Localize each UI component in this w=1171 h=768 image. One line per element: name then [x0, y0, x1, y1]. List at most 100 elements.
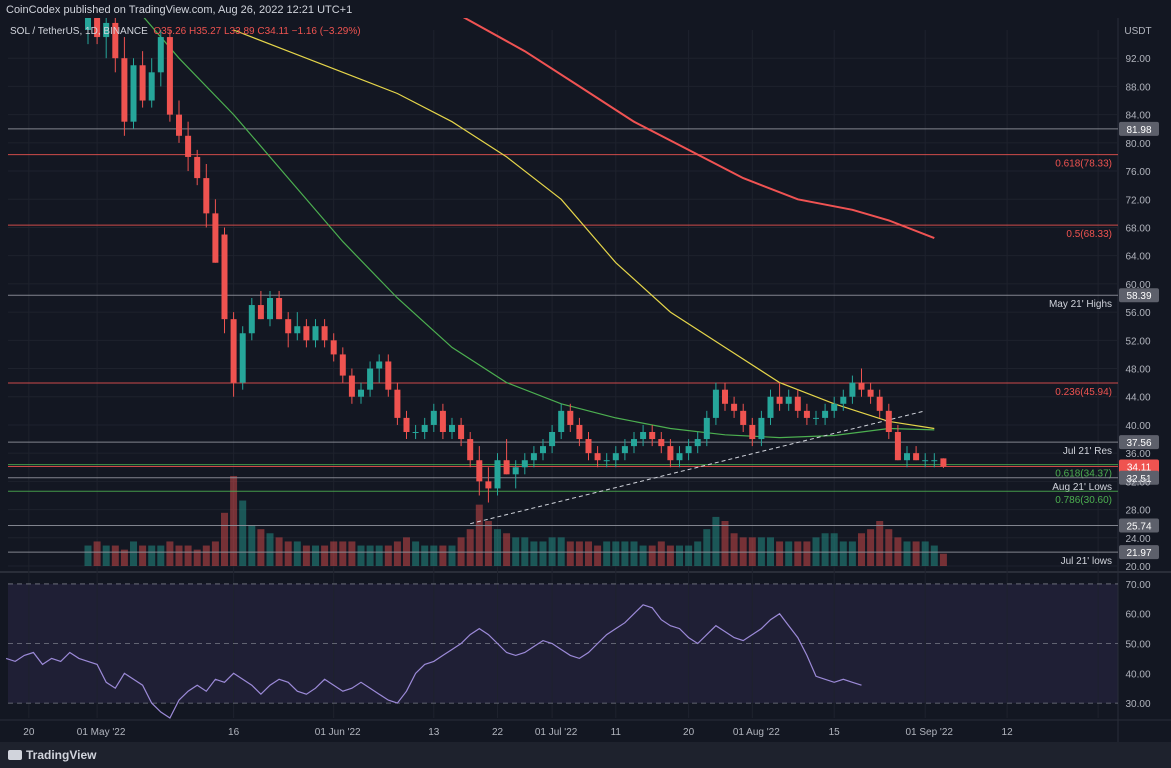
- volume-bar: [330, 541, 338, 566]
- rsi-tick: 50.00: [1125, 640, 1150, 651]
- candle-body: [867, 389, 874, 397]
- candle-body: [203, 178, 210, 214]
- level-tag: 37.56: [1126, 438, 1151, 449]
- candles: [85, 18, 947, 503]
- candle-body: [385, 361, 392, 390]
- volume-bar: [93, 541, 101, 566]
- tradingview-brand[interactable]: TradingView: [8, 748, 96, 762]
- volume-bar: [293, 541, 301, 566]
- candle-body: [166, 37, 173, 115]
- volume-bar: [430, 545, 438, 566]
- candle-body: [621, 446, 628, 454]
- volume-bar: [575, 541, 583, 566]
- volume-bar: [475, 504, 483, 566]
- price-tick: 20.00: [1125, 562, 1150, 573]
- volume-bar: [221, 512, 228, 566]
- volume-bar: [730, 533, 738, 566]
- volume-bar: [685, 545, 693, 566]
- candle-body: [703, 417, 710, 440]
- axes: USDT 20.00 24.00 28.00 32.00 36.00 40.00 44.00 4…: [23, 26, 1151, 738]
- volume-bar: [375, 545, 383, 566]
- volume-bar: [193, 549, 201, 566]
- moving-average-line: [462, 18, 935, 240]
- time-tick: 22: [492, 727, 504, 738]
- candle-body: [503, 460, 510, 475]
- candle-body: [540, 446, 546, 454]
- candle-body: [512, 467, 519, 475]
- candle-body: [285, 319, 292, 334]
- candle-body: [658, 439, 665, 447]
- candle-body: [421, 424, 428, 432]
- candle-body: [103, 22, 110, 38]
- volume-bar: [657, 541, 665, 566]
- candle-body: [412, 432, 419, 433]
- candle-body: [885, 410, 892, 432]
- candle-body: [276, 298, 283, 320]
- volume-bar: [703, 529, 711, 566]
- volume-bar: [321, 545, 329, 566]
- volume-bar: [630, 541, 638, 566]
- candle-body: [813, 417, 819, 419]
- candle-body: [822, 410, 829, 418]
- rsi-line: [5, 604, 862, 719]
- candle-body: [239, 333, 246, 383]
- candle-body: [631, 439, 637, 447]
- candle-body: [922, 460, 929, 462]
- price-tick: 48.00: [1125, 365, 1150, 376]
- time-tick: 15: [829, 727, 841, 738]
- volume-bar: [566, 541, 574, 566]
- volume-bar: [484, 521, 492, 566]
- candle-body: [876, 396, 883, 411]
- footer-bar: TradingView: [0, 742, 1171, 768]
- volume-bar: [867, 529, 875, 566]
- volume-bar: [721, 521, 729, 566]
- candle-body: [594, 453, 601, 461]
- volume-bar: [776, 541, 784, 566]
- level-tag: 81.98: [1126, 125, 1151, 136]
- volume-bar: [184, 545, 192, 566]
- candle-body: [831, 403, 838, 411]
- candle-body: [330, 340, 337, 355]
- candle-body: [603, 460, 610, 462]
- volume-bar: [885, 529, 893, 566]
- volume-bar: [639, 545, 647, 566]
- chart-svg[interactable]: 81.98 0.618(78.33) 0.5(68.33) May 21' Highs…: [0, 18, 1171, 742]
- volume-bar: [175, 545, 183, 566]
- symbol-label: SOL / TetherUS, 1D, BINANCE: [10, 26, 148, 37]
- moving-average-line: [143, 18, 935, 439]
- time-tick: 01 Jun '22: [315, 727, 361, 738]
- price-tick: 60.00: [1125, 280, 1150, 291]
- candle-body: [558, 410, 565, 432]
- price-tick: 76.00: [1125, 167, 1150, 178]
- candle-body: [530, 453, 537, 461]
- volume-bar: [348, 541, 356, 566]
- rsi-tick: 30.00: [1125, 699, 1150, 710]
- volume-bar: [494, 529, 501, 566]
- volume-bar: [248, 525, 256, 566]
- volume-bar: [166, 541, 174, 566]
- candle-body: [894, 432, 901, 461]
- level-label: Jul 21' Res: [1063, 446, 1112, 457]
- price-tick: 36.00: [1125, 449, 1150, 460]
- candle-body: [112, 22, 119, 59]
- candle-body: [776, 396, 783, 404]
- volume-bar: [357, 545, 365, 566]
- candle-body: [85, 18, 91, 30]
- candle-body: [494, 460, 501, 489]
- volume-bar: [111, 545, 119, 566]
- time-tick: 13: [428, 727, 440, 738]
- candle-body: [257, 305, 264, 320]
- time-tick: 20: [683, 727, 695, 738]
- candle-body: [521, 460, 528, 468]
- volume-bar: [503, 533, 511, 566]
- price-tick: 24.00: [1125, 534, 1150, 545]
- candle-body: [803, 410, 810, 418]
- volume-bar: [439, 545, 447, 566]
- candle-body: [612, 453, 619, 461]
- candle-body: [148, 72, 155, 101]
- level-label: 0.618(78.33): [1055, 159, 1112, 170]
- price-tick: 32.00: [1125, 477, 1150, 488]
- candle-body: [840, 396, 847, 404]
- candle-body: [358, 389, 364, 397]
- volume-bar: [912, 541, 920, 566]
